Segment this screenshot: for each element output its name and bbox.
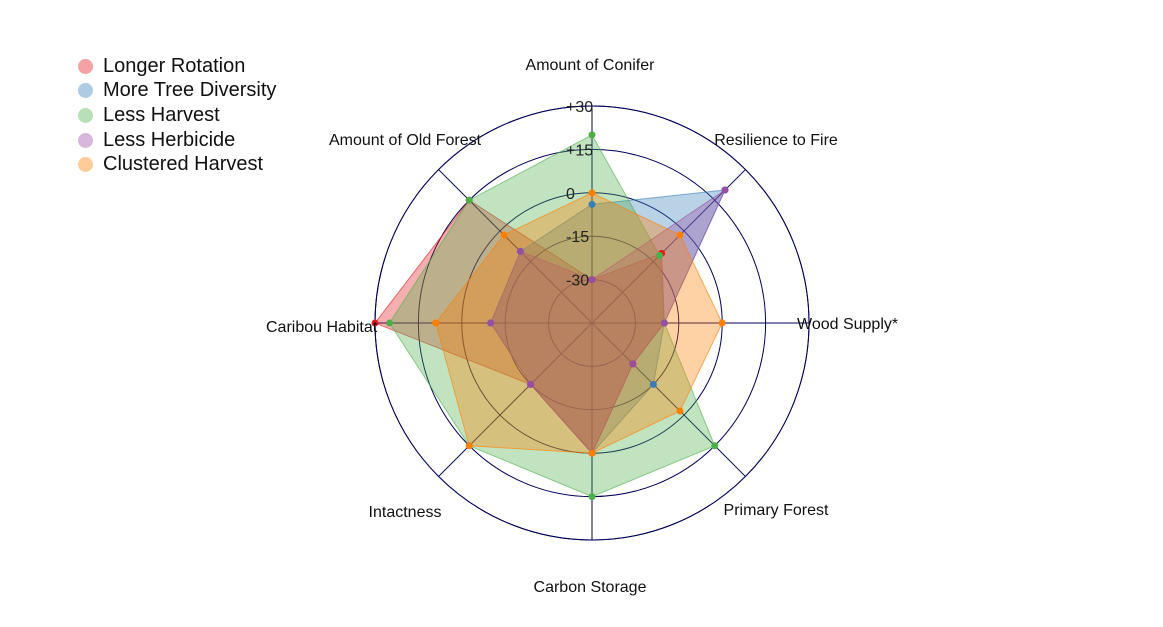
data-point-clustered-harvest-amount-of-conifer [588, 189, 596, 197]
legend-item-more-tree-diversity[interactable]: More Tree Diversity [78, 79, 276, 104]
legend-item-longer-rotation[interactable]: Longer Rotation [78, 54, 276, 79]
data-point-less-herbicide-resilience-to-fire [721, 186, 729, 194]
data-point-clustered-harvest-wood-supply [718, 319, 726, 327]
data-point-less-herbicide-primary-forest [629, 360, 637, 368]
data-point-clustered-harvest-intactness [465, 442, 473, 450]
data-point-less-herbicide-caribou-habitat [487, 319, 495, 327]
data-point-less-herbicide-wood-supply [660, 319, 668, 327]
legend-label-less-harvest: Less Harvest [103, 103, 220, 126]
legend-item-clustered-harvest[interactable]: Clustered Harvest [78, 152, 276, 177]
data-point-longer-rotation-caribou-habitat [371, 319, 379, 327]
tick-label-2: 0 [566, 186, 575, 203]
data-point-more-tree-diversity-primary-forest [649, 380, 657, 388]
data-point-less-herbicide-amount-of-conifer [588, 276, 596, 284]
data-point-less-harvest-caribou-habitat [386, 319, 393, 327]
legend-item-less-herbicide[interactable]: Less Herbicide [78, 128, 276, 153]
data-point-less-herbicide-intactness [527, 380, 535, 388]
axis-label-amount-of-conifer: Amount of Conifer [526, 57, 656, 74]
data-point-less-herbicide-amount-of-old-forest [516, 247, 524, 255]
legend-swatch-longer-rotation [78, 58, 93, 74]
data-point-more-tree-diversity-amount-of-conifer [588, 200, 596, 208]
spoke-resilience-to-fire [591, 169, 746, 324]
legend-label-more-tree-diversity: More Tree Diversity [103, 79, 277, 102]
data-point-clustered-harvest-caribou-habitat [432, 319, 440, 327]
legend-swatch-less-herbicide [78, 132, 93, 148]
tick-label-4: +30 [566, 99, 593, 116]
legend-swatch-more-tree-diversity [78, 83, 93, 99]
legend: Longer Rotation More Tree Diversity Less… [78, 54, 276, 177]
legend-item-less-harvest[interactable]: Less Harvest [78, 103, 276, 128]
data-point-less-harvest-amount-of-conifer [588, 131, 596, 139]
axis-label-carbon-storage: Carbon Storage [534, 579, 647, 596]
data-point-less-harvest-primary-forest [711, 442, 719, 450]
data-point-less-harvest-carbon-storage [588, 493, 596, 501]
spoke-intactness [438, 322, 593, 477]
axis-label-amount-of-old-forest: Amount of Old Forest [329, 132, 482, 149]
axis-label-caribou-habitat: Caribou Habitat [266, 319, 378, 336]
legend-swatch-clustered-harvest [78, 157, 93, 173]
axis-label-primary-forest: Primary Forest [724, 502, 829, 519]
legend-label-less-herbicide: Less Herbicide [103, 128, 236, 151]
data-point-clustered-harvest-carbon-storage [588, 449, 596, 457]
tick-label-3: +15 [566, 142, 593, 159]
legend-swatch-less-harvest [78, 107, 93, 123]
legend-label-clustered-harvest: Clustered Harvest [103, 153, 264, 176]
data-point-less-harvest-resilience-to-fire [656, 252, 663, 259]
data-point-clustered-harvest-resilience-to-fire [676, 231, 684, 239]
data-point-clustered-harvest-amount-of-old-forest [500, 231, 508, 239]
tick-label-1: -15 [566, 229, 589, 246]
data-point-less-harvest-amount-of-old-forest [465, 196, 473, 204]
data-point-clustered-harvest-primary-forest [676, 407, 684, 415]
axis-label-intactness: Intactness [369, 504, 442, 521]
spoke-amount-of-old-forest [438, 169, 593, 324]
axis-label-wood-supply: Wood Supply* [797, 316, 898, 333]
axis-label-resilience-to-fire: Resilience to Fire [714, 132, 838, 149]
legend-label-longer-rotation: Longer Rotation [103, 54, 246, 77]
spoke-primary-forest [591, 322, 746, 477]
tick-label-0: -30 [566, 273, 589, 290]
